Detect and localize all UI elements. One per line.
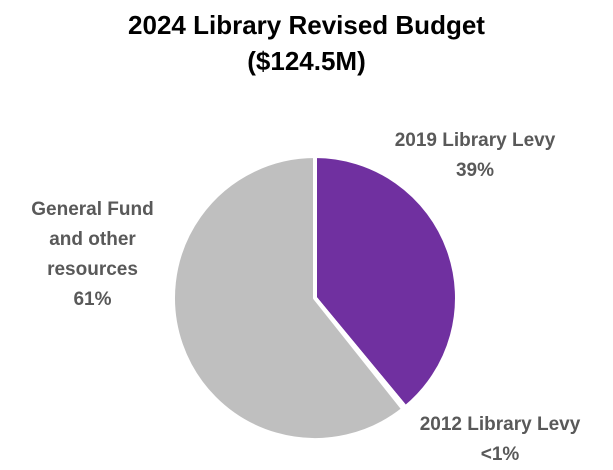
- label-general-fund: General Fund and other resources 61%: [0, 195, 185, 315]
- label-2012-percent: <1%: [480, 444, 520, 465]
- label-2019-library-levy: 2019 Library Levy 39%: [360, 126, 590, 186]
- label-2019-name: 2019 Library Levy: [394, 130, 556, 151]
- chart-subtitle: ($124.5M): [247, 46, 366, 76]
- label-general-line3: resources: [47, 259, 138, 280]
- pie-slice-2019-library-levy: [313, 154, 459, 410]
- pie-slice-general-fund-and-other-resources: [171, 154, 406, 442]
- label-general-line2: and other: [49, 229, 136, 250]
- label-2012-name: 2012 Library Levy: [419, 414, 581, 435]
- label-general-line1: General Fund: [31, 199, 154, 220]
- pie-slices: [171, 154, 459, 442]
- label-general-percent: 61%: [73, 289, 112, 310]
- label-2012-library-levy: 2012 Library Levy <1%: [395, 410, 605, 470]
- chart-title: 2024 Library Revised Budget: [128, 10, 485, 40]
- label-2019-percent: 39%: [455, 160, 495, 181]
